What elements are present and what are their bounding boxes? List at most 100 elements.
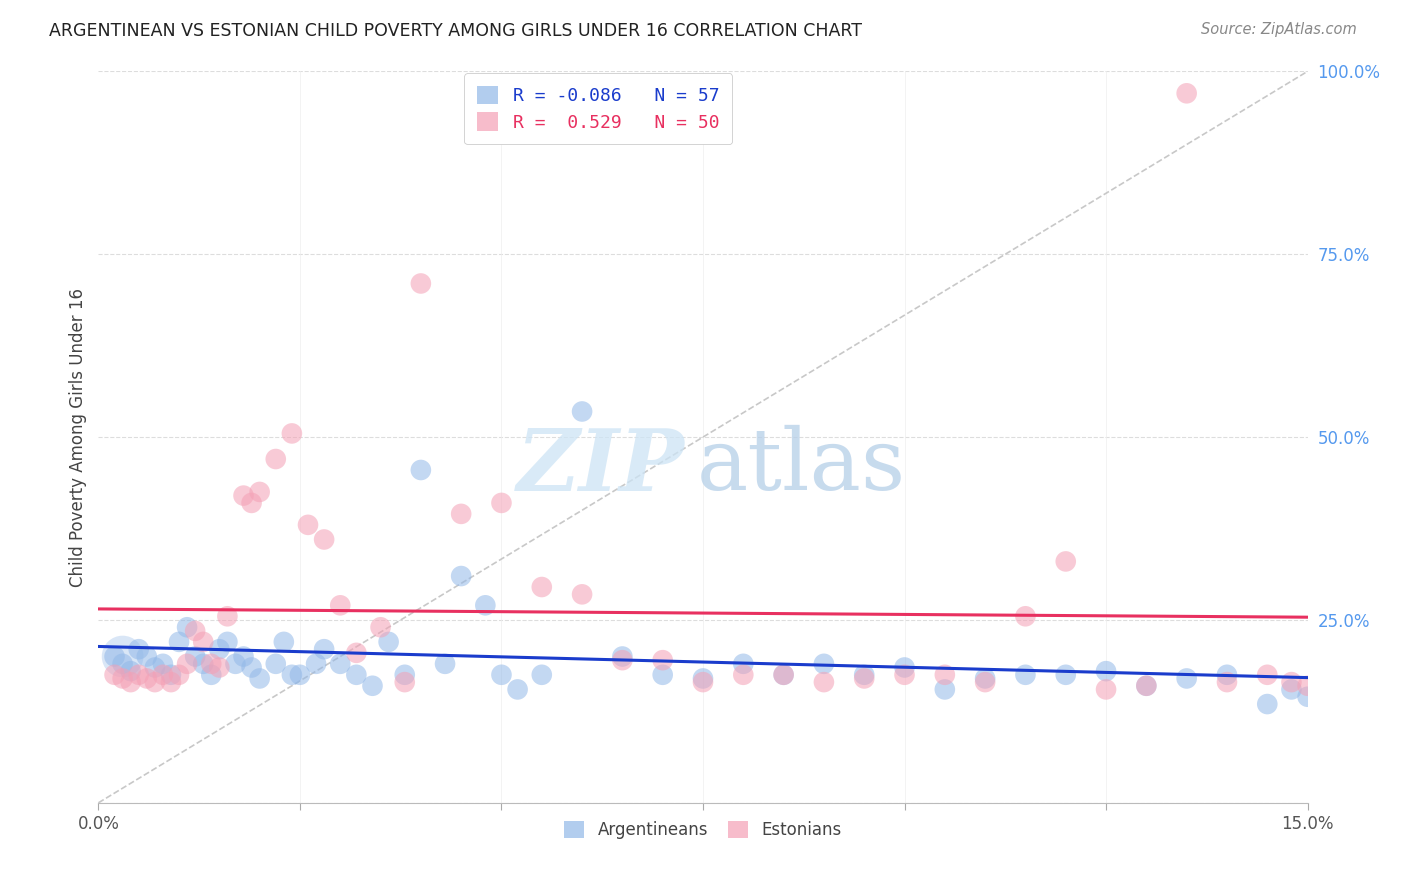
Point bbox=[813, 675, 835, 690]
Point bbox=[1281, 682, 1303, 697]
Point bbox=[329, 599, 352, 613]
Point bbox=[409, 277, 432, 291]
Point bbox=[176, 657, 198, 671]
Point bbox=[103, 667, 125, 681]
Point bbox=[491, 667, 513, 681]
Point bbox=[240, 660, 263, 674]
Point bbox=[1175, 672, 1198, 686]
Text: Source: ZipAtlas.com: Source: ZipAtlas.com bbox=[1201, 22, 1357, 37]
Point bbox=[344, 646, 367, 660]
Point bbox=[612, 649, 634, 664]
Point bbox=[111, 657, 134, 671]
Point bbox=[184, 624, 207, 638]
Point bbox=[1135, 679, 1157, 693]
Point bbox=[297, 517, 319, 532]
Point bbox=[506, 682, 529, 697]
Point bbox=[1014, 667, 1036, 681]
Text: atlas: atlas bbox=[697, 425, 905, 508]
Point bbox=[1296, 690, 1319, 704]
Point bbox=[1054, 667, 1077, 681]
Point bbox=[224, 657, 246, 671]
Point bbox=[934, 682, 956, 697]
Point bbox=[208, 660, 231, 674]
Point bbox=[530, 580, 553, 594]
Point bbox=[249, 672, 271, 686]
Text: ZIP: ZIP bbox=[517, 425, 685, 508]
Point bbox=[128, 667, 150, 681]
Point bbox=[1175, 87, 1198, 101]
Point bbox=[184, 649, 207, 664]
Point bbox=[571, 404, 593, 418]
Point bbox=[314, 533, 336, 547]
Point bbox=[1256, 667, 1278, 681]
Point bbox=[1281, 675, 1303, 690]
Point bbox=[571, 587, 593, 601]
Point bbox=[143, 675, 166, 690]
Legend: Argentineans, Estonians: Argentineans, Estonians bbox=[558, 814, 848, 846]
Point bbox=[120, 675, 142, 690]
Point bbox=[1256, 697, 1278, 711]
Point bbox=[1095, 664, 1118, 678]
Point bbox=[377, 635, 399, 649]
Point bbox=[128, 642, 150, 657]
Point bbox=[314, 642, 336, 657]
Point bbox=[152, 657, 174, 671]
Point bbox=[160, 675, 183, 690]
Point bbox=[281, 667, 304, 681]
Point bbox=[1095, 682, 1118, 697]
Point bbox=[1135, 679, 1157, 693]
Point bbox=[193, 657, 215, 671]
Point bbox=[217, 635, 239, 649]
Point bbox=[772, 667, 794, 681]
Point bbox=[240, 496, 263, 510]
Point bbox=[1296, 679, 1319, 693]
Point bbox=[612, 653, 634, 667]
Point bbox=[305, 657, 328, 671]
Point bbox=[264, 452, 287, 467]
Point bbox=[160, 667, 183, 681]
Point bbox=[152, 667, 174, 681]
Point bbox=[772, 667, 794, 681]
Point bbox=[974, 672, 997, 686]
Point bbox=[934, 667, 956, 681]
Point bbox=[1216, 675, 1239, 690]
Point bbox=[1054, 554, 1077, 568]
Point bbox=[135, 672, 157, 686]
Point bbox=[370, 620, 392, 634]
Point bbox=[651, 653, 673, 667]
Point bbox=[288, 667, 311, 681]
Point bbox=[344, 667, 367, 681]
Point bbox=[143, 660, 166, 674]
Point bbox=[135, 649, 157, 664]
Point bbox=[530, 667, 553, 681]
Point bbox=[1014, 609, 1036, 624]
Point bbox=[474, 599, 496, 613]
Point bbox=[450, 507, 472, 521]
Point bbox=[200, 657, 222, 671]
Point bbox=[733, 657, 755, 671]
Point bbox=[167, 667, 190, 681]
Point bbox=[450, 569, 472, 583]
Point bbox=[491, 496, 513, 510]
Point bbox=[853, 672, 876, 686]
Point bbox=[893, 667, 915, 681]
Point bbox=[893, 660, 915, 674]
Y-axis label: Child Poverty Among Girls Under 16: Child Poverty Among Girls Under 16 bbox=[69, 287, 87, 587]
Point bbox=[692, 675, 714, 690]
Point bbox=[409, 463, 432, 477]
Point bbox=[651, 667, 673, 681]
Point bbox=[394, 675, 416, 690]
Point bbox=[232, 489, 254, 503]
Point bbox=[232, 649, 254, 664]
Point bbox=[111, 672, 134, 686]
Point bbox=[249, 485, 271, 500]
Point bbox=[167, 635, 190, 649]
Point bbox=[434, 657, 457, 671]
Point bbox=[193, 635, 215, 649]
Point bbox=[813, 657, 835, 671]
Point bbox=[176, 620, 198, 634]
Point bbox=[329, 657, 352, 671]
Point bbox=[120, 664, 142, 678]
Point bbox=[217, 609, 239, 624]
Point bbox=[103, 649, 125, 664]
